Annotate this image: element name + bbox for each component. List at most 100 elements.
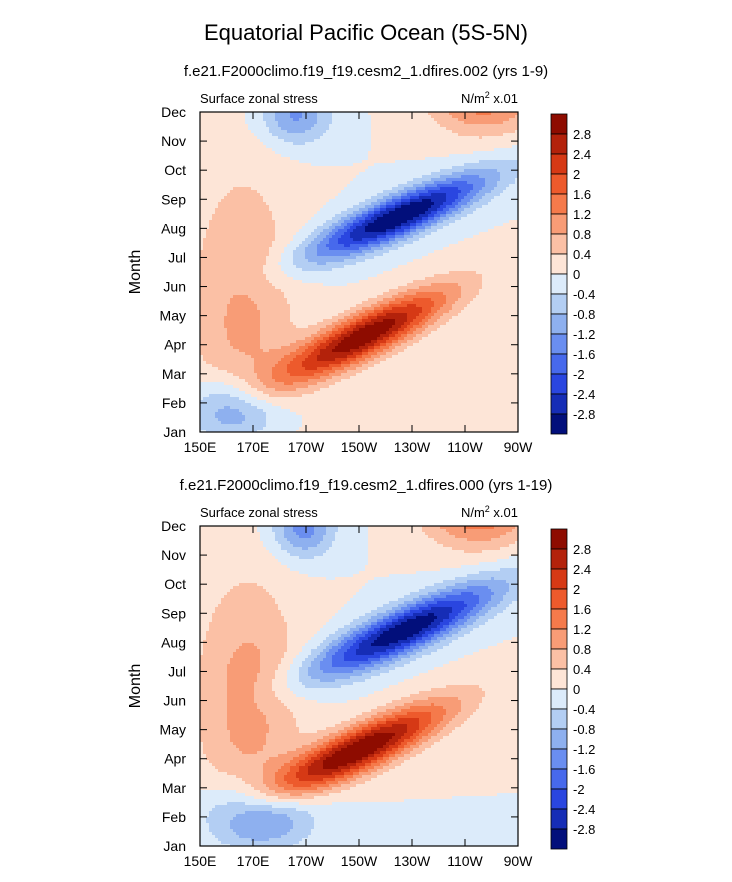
colorbar-label: 2.4	[573, 147, 591, 162]
y-axis-label: Month	[127, 664, 144, 708]
units-label: N/m2 x.01	[461, 90, 518, 106]
y-tick-label: Nov	[161, 547, 186, 563]
colorbar-box	[550, 668, 568, 690]
colorbar-box	[550, 373, 568, 395]
colorbar-label: 2.4	[573, 562, 591, 577]
colorbar-box	[550, 588, 568, 610]
y-tick-label: Sep	[161, 605, 186, 621]
y-tick-label: Aug	[161, 220, 186, 236]
panel-1-title: f.e21.F2000climo.f19_f19.cesm2_1.dfires.…	[0, 63, 732, 80]
colorbar-label: -0.8	[573, 307, 595, 322]
colorbar-label: 1.2	[573, 622, 591, 637]
colorbar-box	[550, 113, 568, 135]
colorbar-box	[550, 528, 568, 550]
colorbar-box	[550, 273, 568, 295]
x-tick-label: 170E	[237, 853, 270, 869]
x-tick-label: 130W	[394, 439, 431, 455]
colorbar-box	[550, 728, 568, 750]
y-tick-label: Jul	[168, 249, 186, 265]
y-tick-label: Jun	[163, 693, 186, 709]
y-tick-label: Oct	[164, 162, 186, 178]
colorbar-box	[550, 548, 568, 570]
colorbar-label: 2.8	[573, 542, 591, 557]
colorbar-label: 0	[573, 682, 580, 697]
y-tick-label: Aug	[161, 634, 186, 650]
colorbar-label: -0.8	[573, 722, 595, 737]
figure-title: Equatorial Pacific Ocean (5S-5N)	[0, 20, 732, 46]
colorbar-label: 2	[573, 582, 580, 597]
colorbar-label: -0.4	[573, 287, 595, 302]
colorbar-label: 2	[573, 167, 580, 182]
colorbar-box	[550, 808, 568, 830]
colorbar-box	[550, 648, 568, 670]
y-tick-label: Jun	[163, 279, 186, 295]
colorbar-label: 1.6	[573, 602, 591, 617]
colorbar-box	[550, 788, 568, 810]
y-tick-label: Sep	[161, 191, 186, 207]
colorbar-label: 0.4	[573, 247, 591, 262]
y-tick-label: Jan	[163, 424, 186, 440]
y-tick-label: Dec	[161, 104, 186, 120]
colorbar-box	[550, 828, 568, 850]
units-label: N/m2 x.01	[461, 504, 518, 520]
colorbar-label: -2.8	[573, 407, 595, 422]
colorbar-label: -0.4	[573, 702, 595, 717]
x-tick-label: 170W	[288, 853, 325, 869]
y-tick-label: Apr	[164, 751, 186, 767]
contour-field	[200, 112, 518, 432]
colorbar-label: -1.6	[573, 762, 595, 777]
colorbar-label: -2	[573, 782, 585, 797]
x-tick-label: 130W	[394, 853, 431, 869]
y-tick-label: Jul	[168, 663, 186, 679]
colorbar-label: -2	[573, 367, 585, 382]
colorbar-box	[550, 253, 568, 275]
colorbar-label: 0.8	[573, 227, 591, 242]
contour-field	[200, 526, 518, 846]
y-tick-label: Nov	[161, 133, 186, 149]
colorbar-label: 0.4	[573, 662, 591, 677]
panel-2: 150E 170E 170W 150W 130W 110W 90W Jan Feb Mar Apr M…	[127, 504, 595, 869]
y-tick-label: Oct	[164, 576, 186, 592]
y-tick-label: Feb	[162, 809, 186, 825]
colorbar-box	[550, 413, 568, 435]
y-tick-label: May	[160, 722, 186, 738]
colorbar-box	[550, 173, 568, 195]
colorbar-box	[550, 748, 568, 770]
colorbar-box	[550, 133, 568, 155]
x-tick-label: 150W	[341, 439, 378, 455]
colorbar-label: 2.8	[573, 127, 591, 142]
colorbar-box	[550, 333, 568, 355]
colorbar-box	[550, 568, 568, 590]
colorbar-label: -1.2	[573, 327, 595, 342]
colorbar-label: 1.6	[573, 187, 591, 202]
y-tick-label: Mar	[162, 780, 186, 796]
y-tick-label: May	[160, 308, 186, 324]
y-tick-label: Dec	[161, 518, 186, 534]
x-tick-label: 90W	[504, 439, 534, 455]
colorbar-label: -1.2	[573, 742, 595, 757]
y-axis-label: Month	[127, 250, 144, 294]
x-tick-label: 170W	[288, 439, 325, 455]
x-tick-label: 150E	[184, 853, 217, 869]
colorbar-box	[550, 313, 568, 335]
colorbar-label: -2.8	[573, 822, 595, 837]
y-tick-label: Apr	[164, 337, 186, 353]
variable-label: Surface zonal stress	[200, 91, 318, 106]
colorbar-box	[550, 193, 568, 215]
variable-label: Surface zonal stress	[200, 505, 318, 520]
panel-1: 150E 170E 170W 150W 130W 110W 90W Jan Feb Mar Apr M…	[127, 90, 595, 455]
colorbar-box	[550, 608, 568, 630]
colorbar-box	[550, 688, 568, 710]
colorbar-label: 0	[573, 267, 580, 282]
x-tick-label: 150E	[184, 439, 217, 455]
x-tick-label: 110W	[447, 853, 483, 869]
colorbar-box	[550, 628, 568, 650]
colorbar: 2.8 2.4 2 1.6 1.2 0.8 0.4 0 -0.4 -0.8 -1.2 -1.6 -2 -2…	[550, 528, 595, 850]
colorbar-label: -2.4	[573, 802, 595, 817]
y-tick-label: Feb	[162, 395, 186, 411]
colorbar-box	[550, 708, 568, 730]
panel-2-title: f.e21.F2000climo.f19_f19.cesm2_1.dfires.…	[0, 477, 732, 494]
colorbar-label: -2.4	[573, 387, 595, 402]
colorbar: 2.8 2.4 2 1.6 1.2 0.8 0.4 0 -0.4 -0.8 -1.2 -1.6 -2 -2…	[550, 113, 595, 435]
